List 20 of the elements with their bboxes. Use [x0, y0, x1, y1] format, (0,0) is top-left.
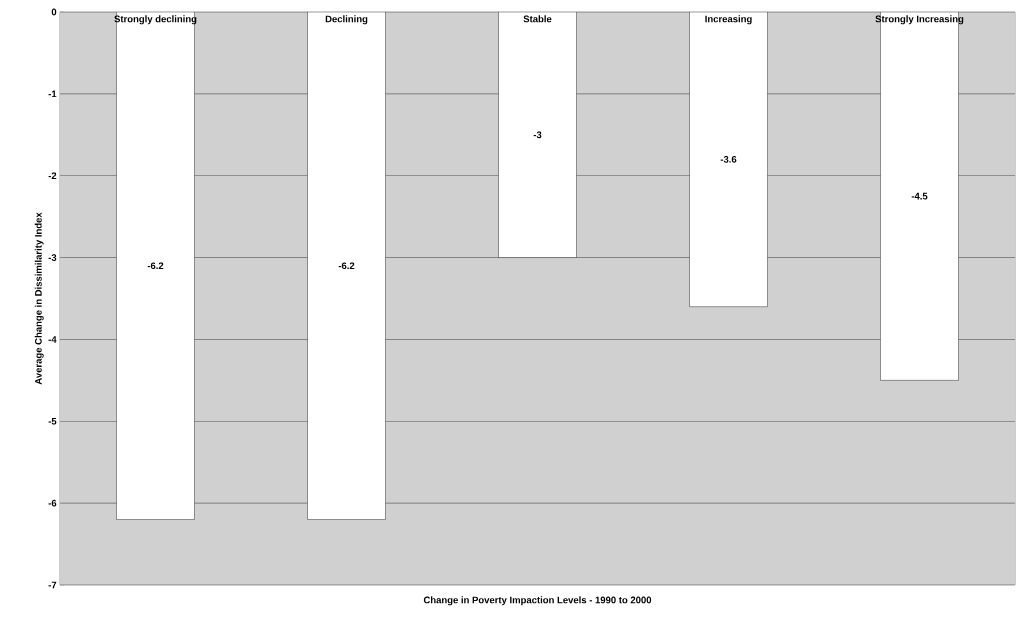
- y-tick-label: -1: [48, 90, 57, 98]
- x-axis-title: Change in Poverty Impaction Levels - 1990 to 2000: [423, 596, 652, 606]
- x-tick-label: Strongly Increasing: [875, 15, 964, 25]
- data-label: -3: [533, 131, 542, 139]
- y-axis-title: Average Change in Dissimilarity Index: [34, 212, 44, 385]
- x-tick-label: Increasing: [705, 15, 752, 25]
- x-tick-label: Declining: [325, 15, 368, 25]
- y-tick-label: 0: [51, 8, 57, 16]
- y-tick-label: -7: [48, 581, 57, 589]
- y-tick-label: -5: [48, 417, 57, 425]
- y-tick-label: -3: [48, 254, 57, 261]
- data-label: -4.5: [911, 192, 928, 200]
- y-tick-label: -2: [48, 172, 57, 180]
- data-label: -6.2: [147, 262, 164, 270]
- data-label: -3.6: [720, 155, 737, 163]
- x-tick-label: Strongly declining: [114, 15, 197, 25]
- x-tick-label: Stable: [523, 15, 552, 23]
- data-label: -6.2: [338, 262, 355, 270]
- y-tick-label: -4: [48, 336, 57, 343]
- y-tick-label: -6: [48, 499, 57, 507]
